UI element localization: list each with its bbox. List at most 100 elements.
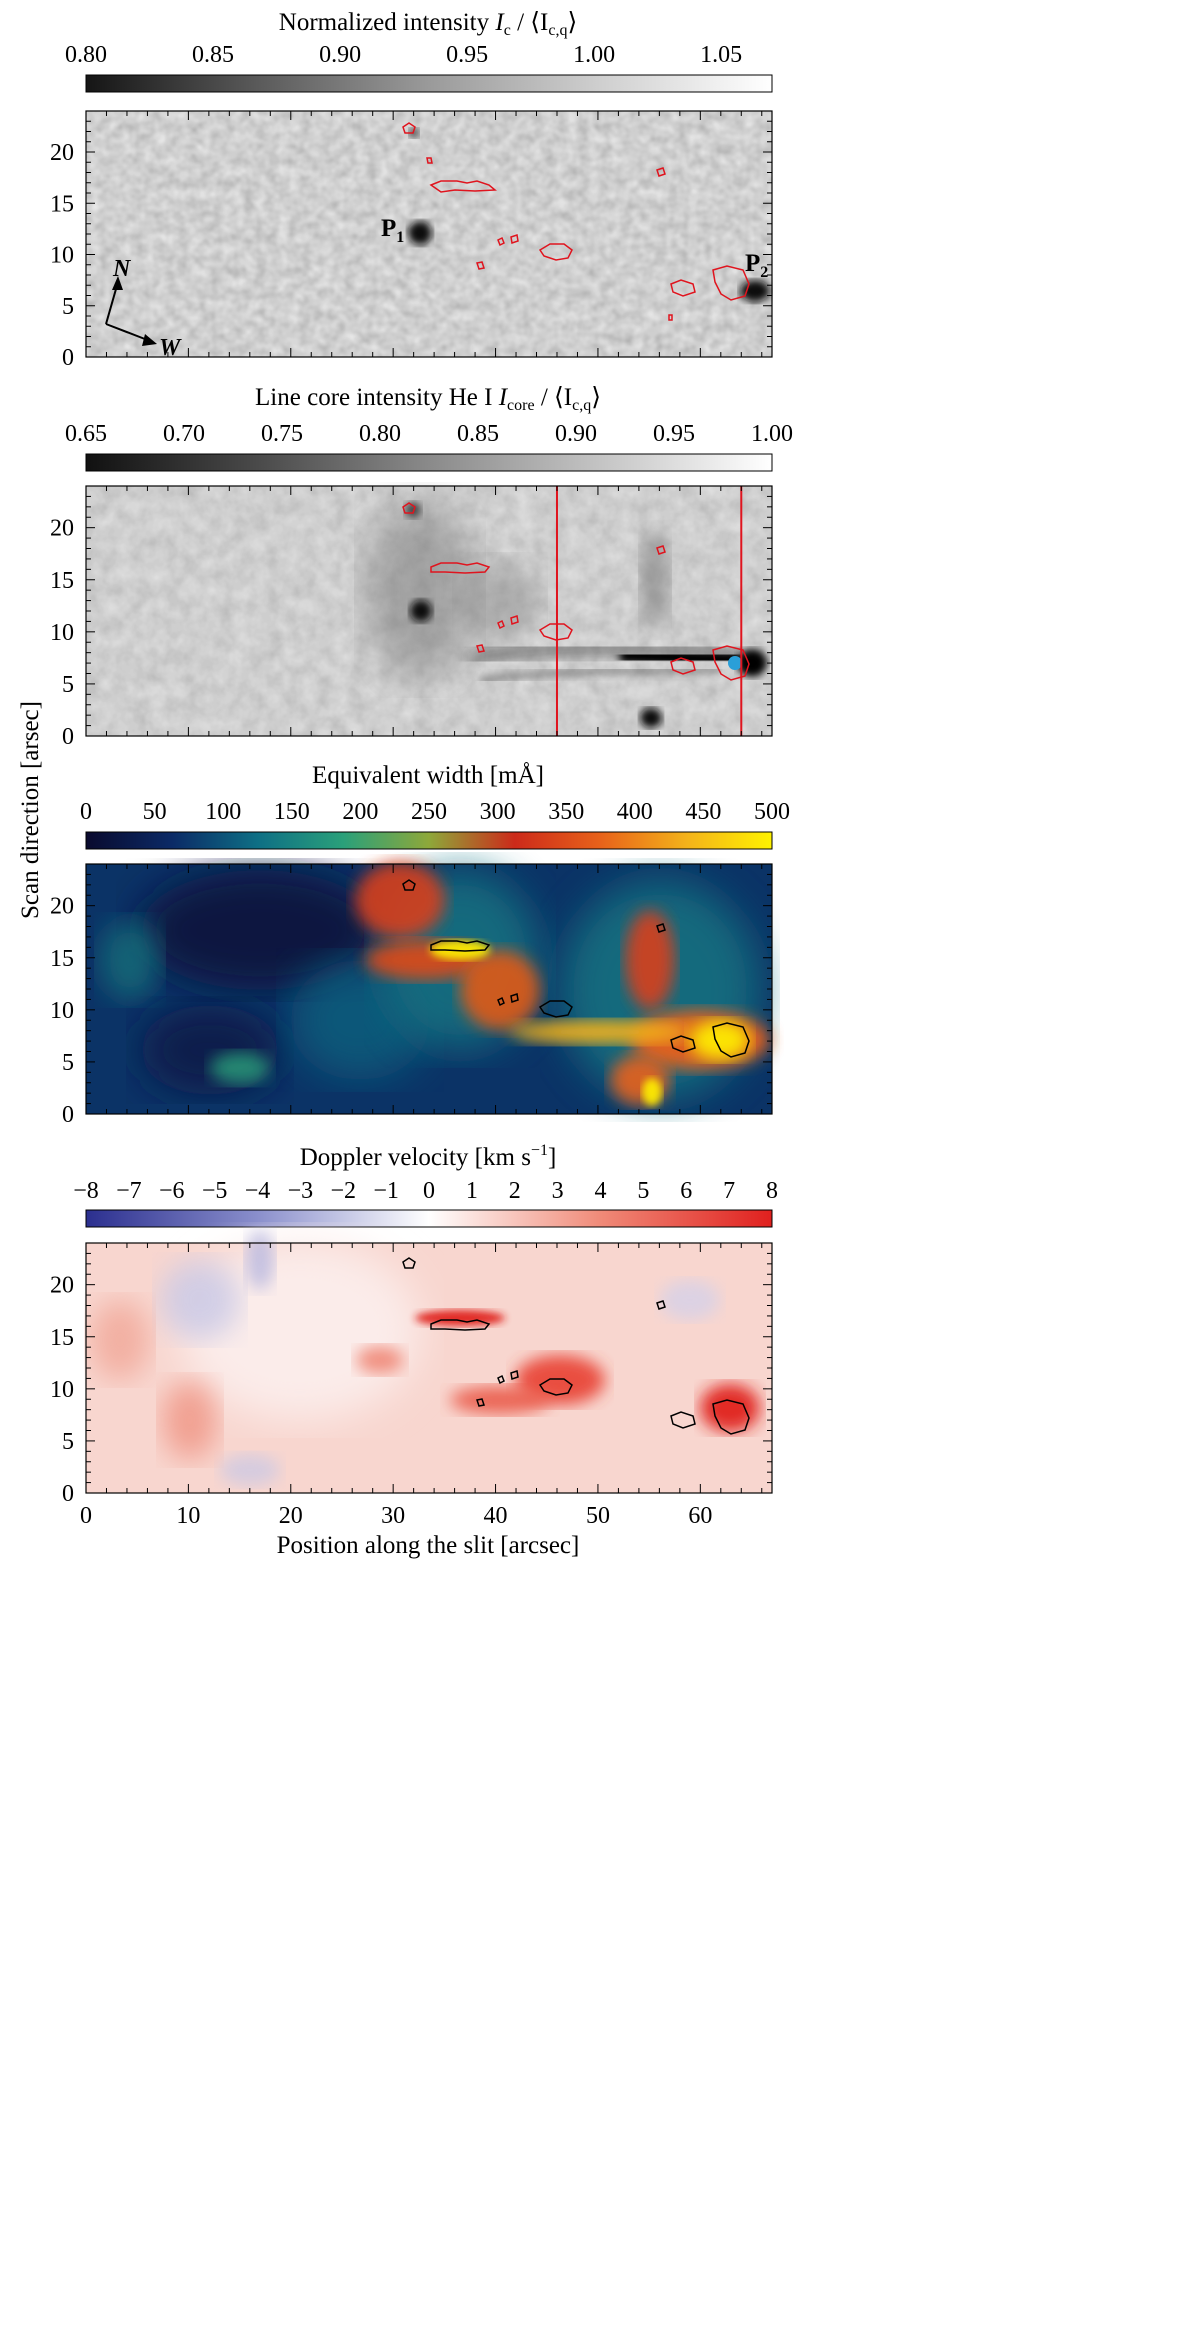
y-tick-label: 15 <box>50 1325 74 1351</box>
colorbar-tick-labels-he-core: 0.65 0.70 0.75 0.80 0.85 0.90 0.95 1.00 <box>65 421 793 458</box>
colorbar-tick-label: 0.80 <box>359 421 401 447</box>
contours-black-doppler <box>402 1257 750 1435</box>
colorbar-tick-label: 1 <box>466 1178 478 1204</box>
colorbar-title-he-core: Line core intensity He I Icore / ⟨Ic,q⟩ <box>255 384 601 414</box>
colorbar-tick-label: 0.95 <box>446 42 488 68</box>
colorbar-tick-label: −8 <box>73 1178 99 1204</box>
contours-red-continuum <box>402 122 750 321</box>
pore-p1 <box>408 221 432 245</box>
colorbar-tick-label: −2 <box>330 1178 356 1204</box>
colorbar-tick-label: −3 <box>288 1178 314 1204</box>
colorbar-tick-label: 350 <box>548 799 584 825</box>
y-tick-label: 0 <box>62 1481 74 1507</box>
colorbar-tick-label: 0.90 <box>319 42 361 68</box>
colorbar-tick-label: 4 <box>595 1178 607 1204</box>
colorbar-he-core <box>85 453 773 472</box>
x-tick-label: 10 <box>176 1503 200 1529</box>
y-tick-label: 15 <box>50 191 74 217</box>
compass-west-label: W <box>159 335 182 361</box>
map-equivalent-width <box>85 862 773 1115</box>
map-continuum <box>85 110 773 358</box>
colorbar-title-doppler: Doppler velocity [km s−1] <box>300 1142 557 1171</box>
map-he-core <box>85 485 773 737</box>
y-tick-label: 20 <box>50 140 74 166</box>
y-tick-label: 10 <box>50 1377 74 1403</box>
colorbar-tick-label: 0 <box>80 799 92 825</box>
label-p2: P2 <box>745 250 768 281</box>
y-tick-label: 5 <box>62 1050 74 1076</box>
colorbar-tick-label: 8 <box>766 1178 778 1204</box>
colorbar-tick-label: 500 <box>754 799 790 825</box>
pore-p2 <box>740 280 770 302</box>
y-axis-label: Scan direction [arsec] <box>17 701 44 919</box>
axes-doppler: 0 5 10 15 20 0 10 20 30 40 50 60 <box>50 1242 772 1529</box>
y-tick-label: 15 <box>50 568 74 594</box>
colorbar-tick-label: 3 <box>552 1178 564 1204</box>
dark-fibril-end <box>737 649 767 677</box>
colorbar-tick-label: 1.00 <box>573 42 615 68</box>
y-tick-label: 10 <box>50 998 74 1024</box>
slit-lines <box>555 486 743 736</box>
y-tick-label: 0 <box>62 1102 74 1128</box>
contours-red-he-core <box>402 502 750 681</box>
colorbar-tick-label: 0.70 <box>163 421 205 447</box>
x-tick-label: 40 <box>484 1503 508 1529</box>
label-p1: P1 <box>381 215 404 246</box>
colorbar-tick-label: 1.05 <box>700 42 742 68</box>
colorbar-tick-label: 450 <box>685 799 721 825</box>
colorbar-tick-label: 6 <box>680 1178 692 1204</box>
colorbar-tick-label: 250 <box>411 799 447 825</box>
colorbar-tick-label: 0.75 <box>261 421 303 447</box>
colorbar-tick-label: 0.85 <box>192 42 234 68</box>
colorbar-title-continuum: Normalized intensity Ic / ⟨Ic,q⟩ <box>279 9 577 39</box>
panel-equivalent-width: Equivalent width [mÅ] 0 50 100 150 200 250 300… <box>50 762 790 1128</box>
colorbar-equivalent-width <box>85 831 773 850</box>
colorbar-tick-label: 0.95 <box>653 421 695 447</box>
colorbar-tick-label: 5 <box>637 1178 649 1204</box>
contours-black-equivalent-width <box>402 879 750 1058</box>
colorbar-tick-label: 200 <box>342 799 378 825</box>
x-tick-label: 30 <box>381 1503 405 1529</box>
colorbar-tick-label: 150 <box>274 799 310 825</box>
axes-continuum: 0 5 10 15 20 <box>50 110 772 371</box>
compass-north-label: N <box>112 256 132 282</box>
y-tick-label: 20 <box>50 516 74 542</box>
compass-arrows <box>105 276 157 346</box>
colorbar-tick-label: 7 <box>723 1178 735 1204</box>
colorbar-tick-label: 1.00 <box>751 421 793 447</box>
colorbar-doppler <box>85 1209 773 1228</box>
blue-marker <box>728 656 742 670</box>
colorbar-tick-label: 300 <box>480 799 516 825</box>
map-doppler <box>85 1230 773 1494</box>
y-tick-label: 20 <box>50 894 74 920</box>
y-tick-label: 0 <box>62 724 74 750</box>
colorbar-tick-label: −4 <box>245 1178 271 1204</box>
colorbar-tick-label: 2 <box>509 1178 521 1204</box>
colorbar-tick-label: −1 <box>373 1178 399 1204</box>
y-tick-label: 10 <box>50 620 74 646</box>
y-tick-label: 5 <box>62 672 74 698</box>
x-axis-label: Position along the slit [arcsec] <box>277 1532 580 1559</box>
x-tick-label: 20 <box>279 1503 303 1529</box>
colorbar-tick-label: 400 <box>617 799 653 825</box>
colorbar-tick-label: −6 <box>159 1178 185 1204</box>
colorbar-tick-labels-doppler: −8 −7 −6 −5 −4 −3 −2 −1 0 1 2 3 4 5 6 7 8 <box>73 1178 778 1214</box>
panel-he-core: Line core intensity He I Icore / ⟨Ic,q⟩ … <box>50 384 793 750</box>
panel-doppler: Doppler velocity [km s−1] −8 −7 −6 −5 −4 −3 −2… <box>50 1142 778 1529</box>
y-tick-label: 20 <box>50 1273 74 1299</box>
colorbar-tick-label: 0.65 <box>65 421 107 447</box>
colorbar-tick-label: 100 <box>205 799 241 825</box>
colorbar-tick-labels-continuum: 0.80 0.85 0.90 0.95 1.00 1.05 <box>65 42 742 79</box>
x-tick-label: 60 <box>688 1503 712 1529</box>
y-tick-label: 5 <box>62 1429 74 1455</box>
colorbar-tick-label: 0.85 <box>457 421 499 447</box>
axes-equivalent-width: 0 5 10 15 20 <box>50 863 772 1128</box>
colorbar-tick-labels-equivalent-width: 0 50 100 150 200 250 300 350 400 450 500 <box>80 799 790 836</box>
y-tick-label: 0 <box>62 345 74 371</box>
y-tick-label: 5 <box>62 294 74 320</box>
colorbar-continuum <box>85 74 773 93</box>
colorbar-tick-label: 0.90 <box>555 421 597 447</box>
colorbar-tick-label: −5 <box>202 1178 228 1204</box>
y-tick-label: 15 <box>50 946 74 972</box>
